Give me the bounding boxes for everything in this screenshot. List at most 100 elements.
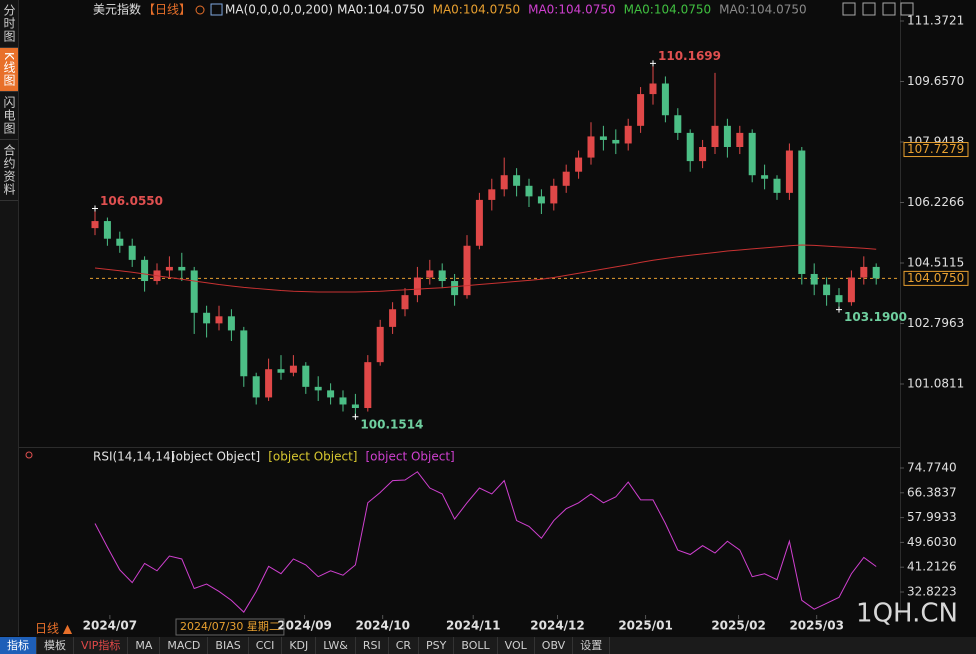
candle-body [525, 185, 533, 197]
candle-body [686, 132, 694, 162]
candle-body [575, 157, 583, 172]
annotation-label: 100.1514 [360, 417, 423, 431]
candle-body [500, 175, 508, 190]
rsi-icon [25, 451, 33, 459]
toolbar-item[interactable]: 指标 [0, 637, 37, 654]
annotation-label: 110.1699 [658, 49, 721, 63]
symbol: 美元指数 [93, 2, 141, 17]
toolbar-item[interactable]: MA [128, 637, 161, 654]
indicator: MA(0,0,0,0,0,200) [225, 3, 333, 17]
ma-icon [210, 3, 223, 16]
annotation-cross [650, 60, 656, 67]
candle-body [798, 150, 806, 274]
toolbar-item[interactable]: BIAS [208, 637, 249, 654]
candle-body [165, 266, 173, 271]
settings-icon [195, 5, 205, 15]
annotation-label: 106.0550 [100, 194, 163, 208]
candle-body [785, 150, 793, 193]
toolbar: 指标 模板 VIP指标 MA MACD BIAS CCI KDJ LW& RSI CR PSY BOLL… [0, 637, 976, 654]
legend-item: [object Object] [366, 450, 455, 464]
ma-label: MA0:104.0750 [337, 3, 425, 17]
candle-body [835, 295, 843, 303]
y-tick-label: 49.6030 [907, 535, 957, 549]
candle-body [438, 270, 446, 282]
sidebar: 分时图 K线图 闪电图 合约资料 [0, 0, 19, 636]
crosshair-label: 2024/07/30 星期二 [180, 620, 280, 633]
y-tick-label: 66.3837 [907, 485, 957, 499]
candle-body [624, 125, 632, 144]
candle-body [389, 309, 397, 327]
candle-body [699, 146, 707, 162]
candle-body [823, 284, 831, 296]
y-tick-label: 41.2126 [907, 560, 957, 574]
candle-body [860, 266, 868, 278]
toolbar-item[interactable]: OBV [535, 637, 574, 654]
candle-body [413, 277, 421, 296]
ma-label: MA0:104.0750 [719, 3, 807, 17]
candle-body [451, 281, 459, 296]
candle-body [637, 94, 645, 126]
chart: 111.3721109.6570107.9418106.2266104.5115… [19, 0, 969, 636]
toolbar-item[interactable]: PSY [419, 637, 455, 654]
candle-body [103, 221, 111, 239]
candle-body [265, 369, 273, 398]
candle-body [463, 245, 471, 296]
candle-body [128, 245, 136, 260]
candle-body [364, 362, 372, 409]
candle-body [178, 266, 186, 271]
side-tab[interactable]: 合约资料 [0, 140, 18, 201]
toolbar-item[interactable]: CCI [249, 637, 283, 654]
annotation-cross [836, 306, 842, 313]
toolbar-item[interactable]: VOL [498, 637, 535, 654]
candle-body [761, 175, 769, 179]
ma-line [94, 244, 877, 293]
x-tick-label: 2024/11 [446, 619, 500, 633]
candle-body [872, 266, 880, 279]
x-tick-label: 2025/03 [789, 619, 843, 633]
side-tab[interactable]: 分时图 [0, 0, 18, 48]
rsi-title: RSI(14,14,14) [93, 450, 175, 464]
toolbar-item[interactable]: LW& [316, 637, 356, 654]
toolbar-item[interactable]: RSI [356, 637, 389, 654]
candle-body [141, 259, 149, 282]
side-tab[interactable]: 闪电图 [0, 92, 18, 140]
candle-body [723, 125, 731, 147]
rsi-line [94, 471, 877, 613]
candle-body [488, 189, 496, 200]
watermark: 1QH.CN [856, 599, 958, 629]
toolbar-item[interactable]: CR [389, 637, 420, 654]
x-tick-label: 2025/02 [711, 619, 765, 633]
y-tick-label: 106.2266 [907, 195, 964, 209]
candle-body [612, 139, 620, 144]
x-tick-label: 2024/09 [277, 619, 331, 633]
candle-body [240, 330, 248, 377]
y-tick-label: 102.7963 [907, 316, 964, 330]
candle-body [190, 270, 198, 313]
candle-body [599, 136, 607, 140]
toolbar-item[interactable]: 模板 [37, 637, 74, 654]
y-tick-label: 104.5115 [907, 255, 964, 269]
side-tab[interactable]: K线图 [0, 48, 18, 92]
candle-body [810, 273, 818, 285]
toolbar-item[interactable]: MACD [160, 637, 209, 654]
toolbar-item[interactable]: BOLL [454, 637, 498, 654]
ma-label: MA0:104.0750 [433, 3, 521, 17]
candle-body [661, 83, 669, 116]
candle-body [314, 386, 322, 391]
window-buttons [842, 2, 914, 16]
candle-body [376, 326, 384, 363]
marker-price-box [903, 142, 969, 158]
candle-body [475, 199, 483, 246]
candle-body [748, 132, 756, 176]
candle-body [203, 312, 211, 324]
candle-body [252, 376, 260, 398]
toolbar-item[interactable]: KDJ [282, 637, 317, 654]
toolbar-item[interactable]: VIP指标 [74, 637, 129, 654]
candle-body [351, 404, 359, 409]
legend-item: [object Object] [171, 450, 260, 464]
candle-body [302, 365, 310, 387]
last-price-box-label: 104.0750 [907, 271, 964, 285]
last-price-box [903, 270, 969, 286]
toolbar-item[interactable]: 设置 [573, 637, 611, 654]
candle-body [227, 316, 235, 331]
